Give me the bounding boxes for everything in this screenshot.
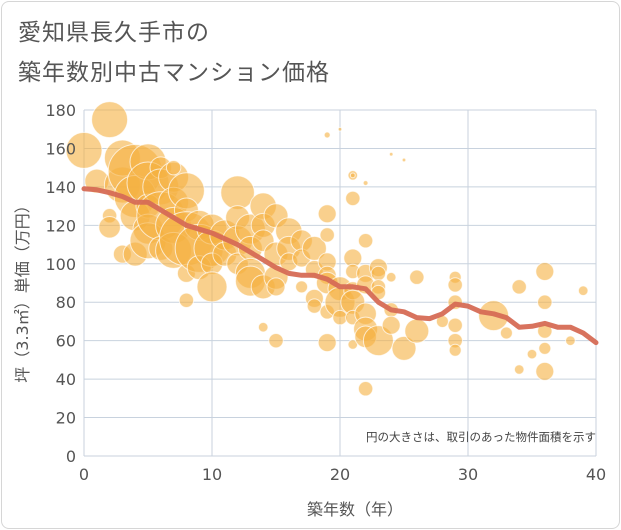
axis-ticks: 0 20 40 60 80 100 120 140 160 180 0 10 20 30 40: [45, 101, 606, 484]
chart-title-line1: 愛知県長久手市の: [18, 20, 210, 46]
y-tick-label-9: 180: [45, 101, 76, 120]
bubble-point-121: [526, 348, 538, 360]
y-tick-label-1: 20: [56, 409, 76, 428]
bubble-point-88: [349, 172, 356, 179]
bubble-point-96: [357, 381, 374, 397]
x-tick-label-2: 20: [330, 465, 350, 484]
bubble-point-119: [511, 279, 527, 295]
trend-line: [81, 186, 599, 346]
bubble-point-105: [388, 151, 394, 157]
bubble-point-108: [409, 269, 425, 285]
bubble-point-4: [98, 215, 121, 239]
x-tick-label-1: 10: [202, 465, 222, 484]
bubble-point-81: [345, 190, 361, 207]
bubble-point-52: [257, 321, 269, 333]
y-axis-title: 坪（3.3㎡）単価（万円）: [13, 197, 32, 382]
bubble-point-128: [577, 285, 589, 296]
y-tick-label-5: 100: [45, 255, 76, 274]
bubble-point-107: [401, 157, 407, 163]
bubble-size-note: 円の大きさは、取引のあった物件面積を示す: [366, 430, 596, 444]
bubble-point-37: [196, 271, 228, 303]
bubble-point-106: [391, 335, 417, 361]
y-tick-label-7: 140: [45, 178, 76, 197]
chart-title-line2: 築年数別中古マンション価格: [18, 60, 330, 86]
y-tick-label-8: 160: [45, 139, 76, 158]
bubble-point-57: [268, 332, 284, 349]
y-tick-label-3: 60: [56, 332, 76, 351]
bubble-point-104: [381, 315, 401, 335]
bubble-point-67: [306, 298, 323, 314]
y-tick-label-6: 120: [45, 216, 76, 235]
x-axis-title: 築年数（年）: [307, 500, 403, 519]
bubble-point-109: [404, 318, 430, 344]
bubble-point-30: [178, 292, 195, 308]
bubble-point-56: [266, 277, 286, 297]
bubble-point-69: [319, 227, 335, 243]
bubble-point-25: [165, 159, 182, 176]
bubble-point-74: [317, 333, 337, 353]
bubble-series: [65, 101, 589, 397]
y-tick-label-2: 40: [56, 370, 76, 389]
bubble-point-79: [337, 126, 343, 132]
x-tick-label-3: 30: [458, 465, 478, 484]
bubble-point-123: [537, 294, 553, 310]
bubble-point-122: [535, 261, 555, 281]
x-tick-label-0: 0: [79, 465, 89, 484]
bubble-point-127: [565, 335, 576, 346]
bubble-point-63: [295, 280, 309, 294]
bubble-point-102: [385, 271, 397, 283]
bubble-point-40: [220, 175, 255, 210]
bubble-point-120: [513, 364, 525, 375]
x-tick-label-4: 40: [586, 465, 606, 484]
bubble-point-118: [499, 326, 513, 340]
trend-line-layer: [81, 186, 599, 346]
bubble-point-126: [535, 361, 555, 381]
y-tick-label-0: 0: [66, 447, 76, 466]
bubble-point-98: [370, 265, 387, 282]
bubble-point-68: [317, 204, 337, 224]
bubble-point-78: [332, 309, 348, 326]
bubble-point-125: [538, 341, 552, 355]
bubble-point-0: [65, 131, 103, 169]
bubble-point-114: [447, 317, 463, 333]
bubble-point-112: [447, 277, 463, 293]
bubble-point-75: [323, 131, 331, 139]
bubble-point-89: [362, 180, 369, 186]
bubble-point-116: [448, 343, 462, 357]
bubble-point-90: [357, 233, 374, 249]
y-tick-label-4: 80: [56, 293, 76, 312]
bubble-point-2: [91, 101, 129, 139]
